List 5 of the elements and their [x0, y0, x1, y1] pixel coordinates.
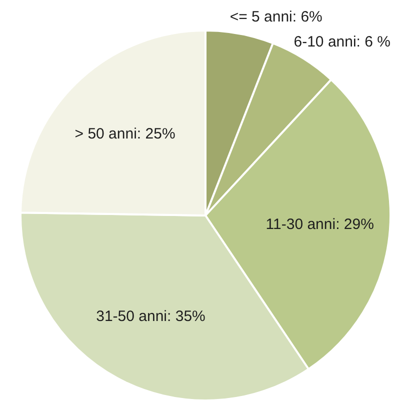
slice-label: 31-50 anni: 35%: [96, 308, 206, 325]
slice-label: 6-10 anni: 6 %: [294, 34, 390, 51]
slice-label: <= 5 anni: 6%: [230, 8, 322, 26]
slice-label: > 50 anni: 25%: [74, 125, 176, 142]
slice-label: 11-30 anni: 29%: [266, 216, 374, 233]
